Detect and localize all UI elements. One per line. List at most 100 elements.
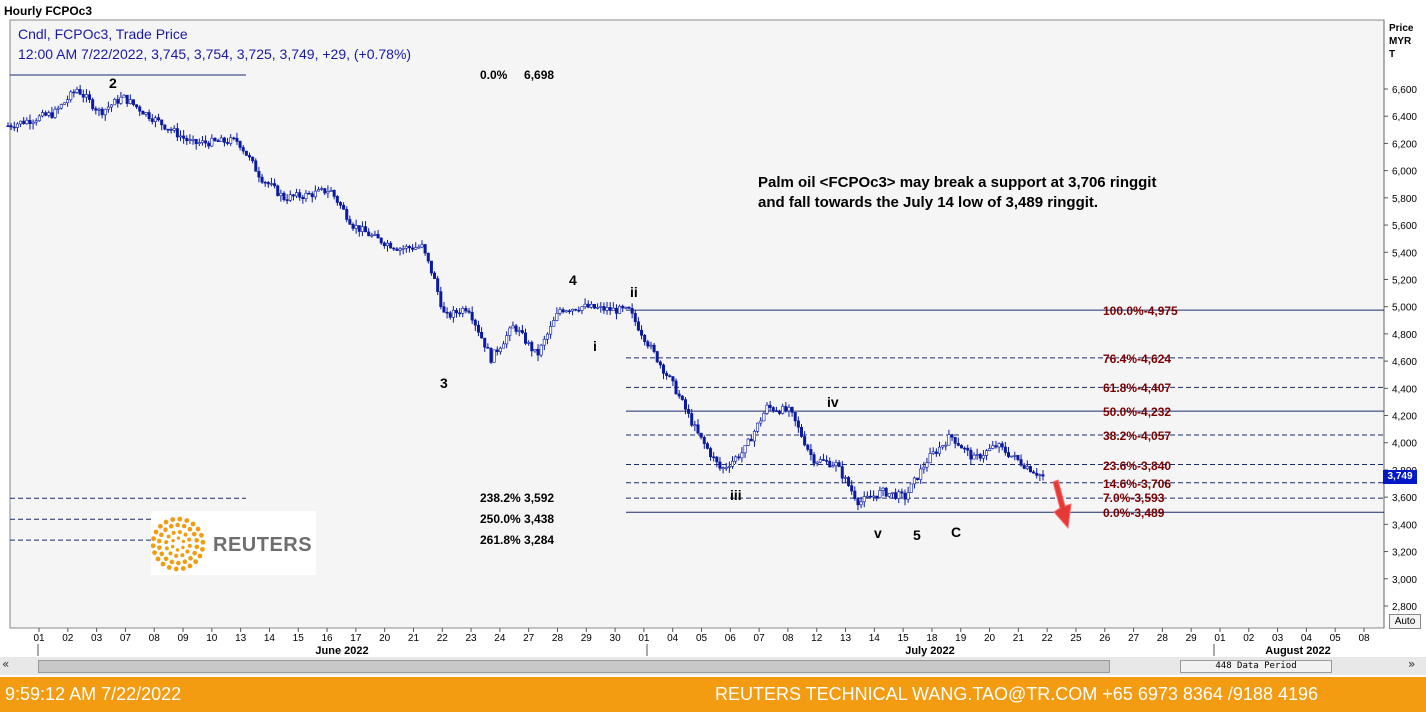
wave-label-5: 5 <box>913 527 921 543</box>
x-tick-label: 02 <box>62 633 74 644</box>
candle-body <box>737 456 741 459</box>
logo-dot <box>175 548 180 552</box>
scrollbar[interactable]: « 448 Data Period » <box>0 657 1426 675</box>
logo-dot <box>155 556 161 562</box>
scroll-thumb[interactable] <box>38 660 1110 673</box>
candle-body <box>197 142 201 144</box>
candle-body <box>803 436 807 446</box>
candle-body <box>502 343 506 349</box>
candle-body <box>34 120 38 123</box>
candle-body <box>345 208 349 220</box>
logo-dot <box>188 556 193 561</box>
logo-dot <box>168 551 173 556</box>
logo-dot <box>170 517 176 522</box>
candle-body <box>1010 455 1014 458</box>
candle-body <box>966 447 970 451</box>
x-tick-label: 25 <box>1070 633 1082 644</box>
candle-body <box>213 137 217 141</box>
candle-body <box>395 248 399 251</box>
candle-body <box>696 424 700 434</box>
y-tick-label: 4,000 <box>1392 439 1417 450</box>
candle-body <box>476 324 480 333</box>
candle-body <box>288 194 292 201</box>
scroll-right-button[interactable]: » <box>1408 657 1416 671</box>
candle-body <box>119 96 123 104</box>
x-tick-label: 04 <box>1301 633 1313 644</box>
y-tick-label: 4,800 <box>1392 330 1417 341</box>
x-tick-label: 01 <box>33 633 45 644</box>
x-tick-label: 19 <box>955 633 967 644</box>
candle-body <box>329 190 333 192</box>
candle-body <box>194 139 198 144</box>
candle-body <box>251 156 255 162</box>
y-tick-label: 3,000 <box>1392 575 1417 586</box>
x-tick-label: 08 <box>1358 633 1370 644</box>
candle-body <box>636 321 640 331</box>
last-price-tag: 3,749 <box>1383 470 1417 484</box>
auto-scale-button[interactable]: Auto <box>1389 614 1421 629</box>
candle-body <box>232 137 236 140</box>
y-tick-label: 6,400 <box>1392 112 1417 123</box>
fib-pct: 0.0% <box>1103 506 1131 520</box>
x-tick-label: 17 <box>350 633 362 644</box>
candle-body <box>426 252 430 262</box>
candle-body <box>549 325 553 335</box>
candle-body <box>19 120 23 125</box>
candle-body <box>128 99 132 104</box>
candle-body <box>257 171 261 178</box>
candle-body <box>235 137 239 142</box>
candle-body <box>116 99 120 104</box>
scroll-left-button[interactable]: « <box>2 657 10 671</box>
candle-body <box>379 237 383 244</box>
logo-dot <box>177 530 182 535</box>
candle-body <box>467 310 471 313</box>
candle-body <box>150 118 154 122</box>
candle-body <box>210 137 214 147</box>
candle-body <box>806 444 810 450</box>
candle-body <box>825 460 829 462</box>
candle-body <box>238 141 242 148</box>
candle-body <box>157 117 161 121</box>
candle-body <box>91 99 95 109</box>
candle-body <box>514 325 518 332</box>
x-tick-label: 05 <box>1330 633 1342 644</box>
logo-dot <box>176 560 181 566</box>
candle-body <box>718 461 722 469</box>
y-tick-label: 6,600 <box>1392 85 1417 96</box>
logo-dot <box>163 527 168 532</box>
month-label: July 2022 <box>905 645 955 657</box>
candle-body <box>853 490 857 499</box>
candle-body <box>28 119 32 124</box>
candle-body <box>1035 472 1039 476</box>
wave-label-4: 4 <box>569 272 577 288</box>
candle-body <box>22 120 26 125</box>
candle-body <box>454 309 458 314</box>
candle-body <box>458 312 462 315</box>
candle-body <box>398 248 402 251</box>
candle-body <box>103 108 107 116</box>
candle-body <box>72 91 76 94</box>
x-tick-label: 24 <box>494 633 506 644</box>
candle-body <box>969 449 973 460</box>
logo-dot <box>192 550 197 556</box>
candle-body <box>862 496 866 503</box>
candle-body <box>564 310 568 313</box>
candle-body <box>618 305 622 314</box>
candle-body <box>298 192 302 198</box>
logo-dot <box>185 549 190 554</box>
candle-body <box>451 309 455 318</box>
candle-body <box>266 182 270 185</box>
candle-body <box>643 334 647 343</box>
y-tick-label: 3,400 <box>1392 520 1417 531</box>
candle-body <box>342 204 346 210</box>
candle-body <box>179 135 183 138</box>
candle-body <box>959 445 963 449</box>
candle-body <box>464 308 468 312</box>
candle-body <box>56 107 60 110</box>
candle-body <box>765 404 769 414</box>
wave-label-2: 2 <box>109 75 117 91</box>
candle-body <box>505 335 509 345</box>
candle-body <box>219 137 223 142</box>
x-tick-label: 02 <box>1243 633 1255 644</box>
candle-body <box>831 465 835 468</box>
